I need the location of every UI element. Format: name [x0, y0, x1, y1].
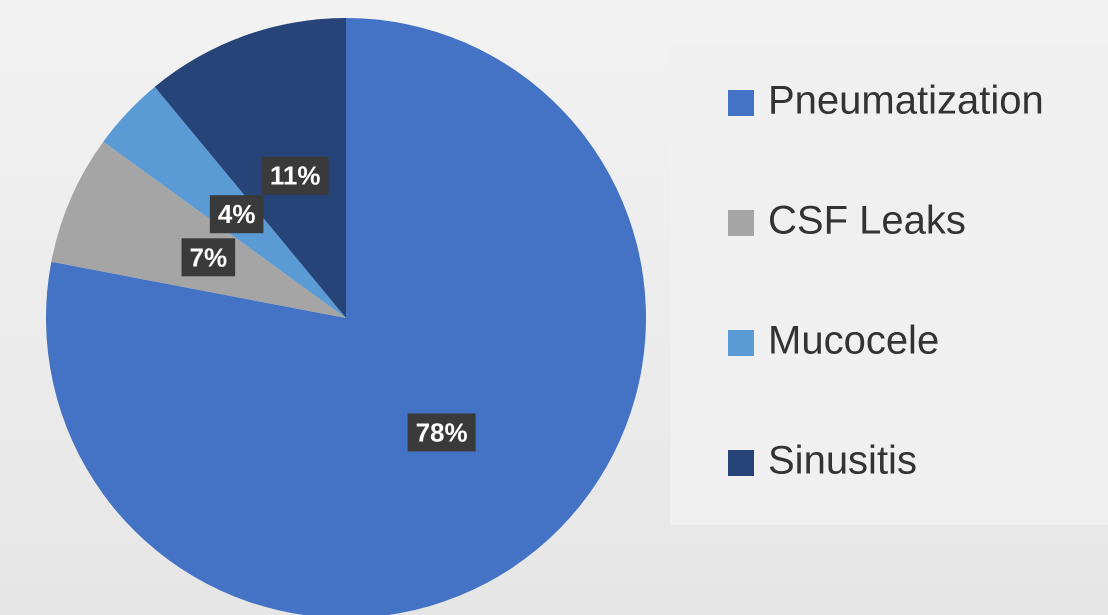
legend-swatch [728, 330, 754, 356]
data-label: 4% [218, 199, 256, 229]
data-label-box [261, 156, 329, 195]
data-label: 7% [190, 242, 228, 272]
pie-slice [46, 18, 646, 615]
legend-swatch [728, 90, 754, 116]
legend-box [670, 45, 1108, 525]
legend-label: Sinusitis [768, 439, 917, 483]
legend-swatch [728, 210, 754, 236]
legend-label: Mucocele [768, 319, 939, 363]
data-label-box [209, 195, 264, 234]
legend-swatch [728, 450, 754, 476]
data-label-box [181, 238, 236, 277]
legend-label: CSF Leaks [768, 199, 966, 243]
data-label-box [407, 413, 476, 452]
legend-label: Pneumatization [768, 79, 1044, 123]
data-label: 11% [270, 161, 321, 191]
data-label: 78% [416, 417, 468, 447]
pie-slice [154, 18, 346, 318]
pie-slice [51, 141, 347, 318]
